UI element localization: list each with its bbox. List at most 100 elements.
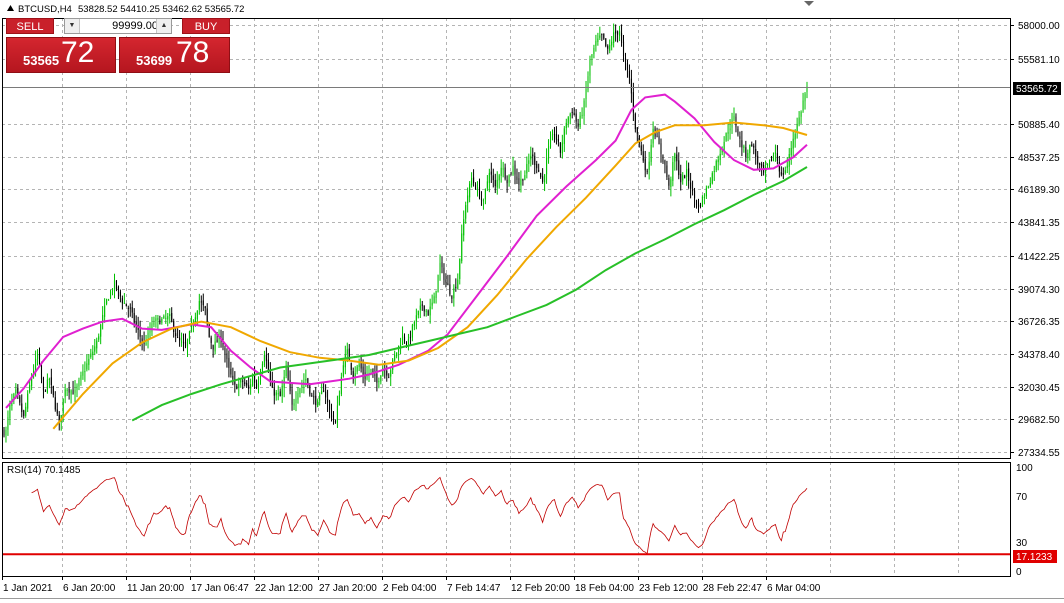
candle-body — [601, 34, 603, 36]
candle-body — [786, 165, 788, 169]
candle-body — [498, 175, 500, 181]
candle-body — [463, 219, 465, 236]
candle-body — [409, 337, 411, 339]
candle-body — [29, 385, 31, 392]
candle-body — [9, 404, 11, 419]
buy-price-main: 53699 — [136, 53, 173, 68]
candle-body — [553, 134, 556, 136]
chart-shift-marker-icon[interactable] — [804, 1, 814, 6]
candle-body — [759, 163, 761, 165]
candle-body — [770, 158, 773, 162]
candle-body — [293, 403, 295, 406]
candle-body — [248, 385, 250, 389]
candle-body — [80, 375, 82, 380]
candle-body — [190, 324, 192, 330]
candle-body — [443, 267, 445, 280]
candle-body — [794, 133, 796, 140]
candle-body — [358, 364, 360, 368]
candle-body — [798, 117, 800, 125]
candle-body — [711, 173, 713, 184]
candle-body — [413, 321, 415, 327]
candle-body — [269, 370, 271, 381]
sell-price-box[interactable]: 53565 72 — [6, 36, 116, 73]
candle-body — [153, 322, 155, 325]
candle-body — [313, 396, 315, 398]
candle-body — [108, 299, 110, 301]
buy-price-box[interactable]: 53699 78 — [119, 36, 230, 73]
candle-body — [427, 310, 429, 316]
candle-body — [421, 304, 423, 306]
rsi-pane-border — [2, 462, 1011, 577]
lot-decrease-icon[interactable]: ▼ — [65, 19, 80, 33]
candle-body — [784, 170, 786, 173]
candle-body — [540, 173, 542, 178]
candle-body — [571, 111, 573, 113]
candle-body — [611, 41, 613, 46]
candle-body — [494, 180, 496, 187]
candle-body — [628, 70, 630, 78]
price-tick-label: 34378.40 — [1018, 350, 1060, 361]
ohlc-values: 53828.52 54410.25 53462.62 53565.72 — [78, 4, 244, 15]
candle-body — [257, 380, 260, 390]
candlesticks — [3, 23, 808, 443]
lot-increase-icon[interactable]: ▲ — [156, 19, 171, 33]
time-tick-label: 27 Jan 20:00 — [319, 583, 377, 594]
caret-up-icon[interactable] — [7, 5, 14, 11]
candle-body — [317, 400, 319, 407]
candle-body — [802, 100, 804, 111]
candle-body — [549, 139, 552, 148]
candle-body — [336, 405, 338, 423]
candle-body — [348, 348, 350, 362]
candle-body — [159, 319, 161, 325]
chart-grid — [2, 18, 1010, 576]
sell-button[interactable]: SELL — [6, 18, 54, 34]
candle-body — [38, 354, 41, 365]
price-axis: 58000.00 55581.10 50885.40 48537.25 46189.30… — [1010, 21, 1060, 578]
candle-body — [583, 100, 585, 117]
rsi-tick-label: 70 — [1016, 492, 1028, 503]
candle-body — [729, 128, 731, 131]
price-tick-label: 39074.30 — [1018, 285, 1060, 296]
candle-body — [806, 86, 808, 93]
candle-body — [236, 385, 238, 390]
candle-body — [749, 144, 751, 154]
candle-body — [261, 363, 264, 372]
candle-body — [218, 335, 220, 344]
candle-body — [200, 301, 202, 303]
one-click-trading-panel: SELL ▼ ▲ BUY 53565 72 53699 78 — [6, 16, 230, 73]
candle-body — [226, 353, 228, 360]
candle-body — [163, 316, 165, 318]
candle-body — [546, 157, 548, 175]
time-axis: 1 Jan 2021 6 Jan 20:00 11 Jan 20:00 17 Jan … — [2, 576, 821, 594]
candle-body — [106, 299, 108, 304]
candle-body — [340, 376, 342, 395]
candle-body — [372, 368, 374, 373]
lot-size-input[interactable] — [80, 19, 160, 33]
candle-body — [198, 300, 200, 310]
candle-body — [755, 148, 757, 157]
candle-body — [277, 393, 279, 395]
candle-body — [660, 143, 662, 154]
candle-body — [723, 141, 725, 151]
candle-body — [52, 385, 54, 396]
candle-body — [66, 389, 68, 391]
buy-button[interactable]: BUY — [182, 18, 230, 34]
candle-body — [346, 349, 348, 354]
candle-body — [664, 160, 666, 165]
candle-body — [703, 196, 705, 198]
candle-body — [719, 153, 721, 160]
candle-body — [129, 307, 131, 309]
price-tick-label: 58000.00 — [1018, 21, 1060, 32]
candle-body — [607, 45, 609, 49]
candle-body — [688, 168, 690, 181]
candle-body — [68, 388, 70, 393]
candle-body — [709, 183, 711, 187]
candle-body — [761, 163, 763, 167]
candle-body — [725, 132, 727, 141]
candle-body — [417, 310, 419, 316]
candle-body — [407, 338, 410, 345]
rsi-tick-label: 100 — [1016, 463, 1033, 474]
candle-body — [581, 114, 583, 116]
candle-body — [98, 336, 100, 340]
